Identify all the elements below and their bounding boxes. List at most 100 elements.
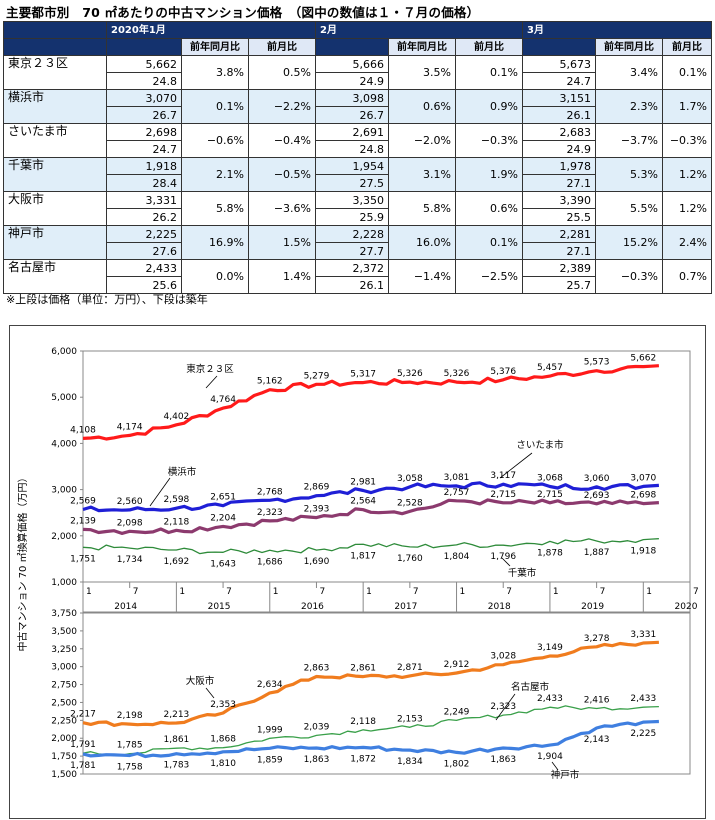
data-label: 2,198: [117, 711, 143, 721]
age-cell: 25.9: [315, 208, 389, 226]
y-tick-label: 1,750: [51, 752, 77, 762]
table-row: 25.6 26.1 25.7: [4, 276, 712, 294]
city-cell: 名古屋市: [3, 259, 107, 294]
data-label: 2,863: [304, 663, 330, 673]
data-label: 2,912: [444, 660, 470, 670]
yoy-cell: 5.3%: [595, 157, 663, 192]
data-label: 3,149: [537, 643, 563, 653]
city-cell: 神戸市: [3, 225, 107, 260]
city-cell: 横浜市: [3, 89, 107, 124]
age-cell: 25.6: [106, 276, 182, 294]
y-tick-label: 3,500: [51, 627, 77, 637]
data-label: 3,070: [630, 473, 656, 483]
series-name-label: 大阪市: [186, 675, 215, 687]
data-label: 2,560: [117, 497, 143, 507]
mom-cell: 1.9%: [455, 157, 523, 192]
table-note: ※上段は価格（単位：万円）、下段は築年: [6, 293, 208, 306]
mom-cell: 1.4%: [248, 259, 316, 294]
header-corner: [3, 21, 107, 39]
mom-cell: 0.6%: [455, 191, 523, 226]
data-label: 1,999: [257, 725, 283, 735]
yoy-cell: 0.1%: [181, 89, 249, 124]
price-cell: 2,698: [106, 123, 182, 141]
data-label: 2,204: [210, 513, 236, 523]
header-corner-2: [3, 38, 107, 56]
data-label: 1,863: [490, 755, 516, 765]
price-cell: 2,372: [315, 259, 389, 277]
mom-cell: −0.5%: [248, 157, 316, 192]
data-label: 4,402: [164, 412, 190, 422]
data-label: 5,457: [537, 363, 563, 373]
y-tick-label: 3,000: [51, 663, 77, 673]
city-cell: 千葉市: [3, 157, 107, 192]
data-label: 2,981: [350, 477, 376, 487]
data-label: 4,174: [117, 422, 143, 432]
series-name-label: さいたま市: [516, 439, 564, 451]
data-label: 2,564: [350, 497, 376, 507]
data-label: 2,213: [164, 710, 190, 720]
month-header-mar: 3月: [522, 21, 712, 39]
data-label: 2,323: [490, 702, 516, 712]
data-label: 5,326: [397, 369, 423, 379]
table-row: 神戸市 2,225 16.9% 1.5% 2,228 16.0% 0.1% 2,281 15.2…: [3, 225, 712, 260]
header-blank: [106, 38, 182, 56]
mom-cell: 1.2%: [662, 191, 712, 226]
x-year-label: 2016: [301, 602, 324, 612]
y-tick-label: 2,500: [51, 698, 77, 708]
data-label: 4,764: [210, 395, 236, 405]
y-tick-label: 4,000: [51, 439, 77, 449]
data-label: 1,796: [490, 552, 516, 562]
mom-cell: 1.7%: [662, 89, 712, 124]
table-row: 27.6 27.7 27.1: [4, 242, 712, 260]
price-cell: 2,389: [522, 259, 596, 277]
y-tick-label: 3,750: [51, 609, 77, 619]
header-row-2: 前年同月比 前月比 前年同月比 前月比 前年同月比 前月比: [3, 38, 712, 56]
yoy-cell: 15.2%: [595, 225, 663, 260]
price-cell: 2,281: [522, 225, 596, 243]
mom-cell: −0.4%: [248, 123, 316, 158]
data-label: 5,317: [350, 370, 376, 380]
price-cell: 1,954: [315, 157, 389, 175]
series-callout-line: [205, 687, 215, 699]
mom-cell: 0.1%: [455, 225, 523, 260]
age-cell: 27.5: [315, 174, 389, 192]
series-name-label: 神戸市: [551, 769, 580, 781]
price-cell: 2,225: [106, 225, 182, 243]
yoy-cell: 3.4%: [595, 55, 663, 90]
data-label: 2,098: [117, 518, 143, 528]
yoy-cell: 2.1%: [181, 157, 249, 192]
subheader-mom: 前月比: [248, 38, 316, 56]
series-line-nagoya: [82, 705, 659, 756]
mom-cell: −2.2%: [248, 89, 316, 124]
y-tick-label: 2,250: [51, 716, 77, 726]
data-label: 2,353: [210, 700, 236, 710]
page-title: 主要都市別 70 ㎡あたりの中古マンション価格 （図中の数値は１・７月の価格）: [6, 5, 480, 20]
price-trend-chart: 1 7 1 7 1 7 1 7 1 7 1 7 1 7 2014 2015 2016 2017 2018 2019 20…: [16, 347, 699, 781]
price-cell: 1,918: [106, 157, 182, 175]
data-label: 1,751: [70, 554, 96, 564]
y-tick-label: 2,000: [51, 734, 77, 744]
data-label: 1,872: [350, 754, 376, 764]
data-label: 2,861: [350, 664, 376, 674]
x-year-label: 2018: [488, 602, 511, 612]
data-label: 1,783: [164, 761, 190, 771]
series-name-label: 横浜市: [168, 466, 197, 478]
age-cell: 27.7: [315, 242, 389, 260]
price-cell: 5,673: [522, 55, 596, 73]
city-cell: さいたま市: [3, 123, 107, 158]
data-label: 2,393: [304, 505, 330, 515]
data-label: 5,573: [584, 358, 610, 368]
data-label: 1,785: [117, 741, 143, 751]
table-row: さいたま市 2,698 −0.6% −0.4% 2,691 −2.0% −0.3% 2,683…: [3, 123, 712, 158]
data-label: 2,768: [257, 487, 283, 497]
data-label: 3,331: [630, 630, 656, 640]
data-label: 2,217: [70, 710, 96, 720]
data-label: 3,278: [584, 634, 610, 644]
subheader-yoy: 前年同月比: [595, 38, 663, 56]
yoy-cell: −0.3%: [595, 259, 663, 294]
data-label: 3,117: [490, 471, 516, 481]
series-line-saitama: [82, 498, 660, 535]
data-label: 2,433: [630, 694, 656, 704]
yoy-cell: 3.1%: [388, 157, 456, 192]
chart-frame: 1 7 1 7 1 7 1 7 1 7 1 7 1 7 2014 2015 2016 2017 2018 2019 20…: [9, 325, 706, 819]
